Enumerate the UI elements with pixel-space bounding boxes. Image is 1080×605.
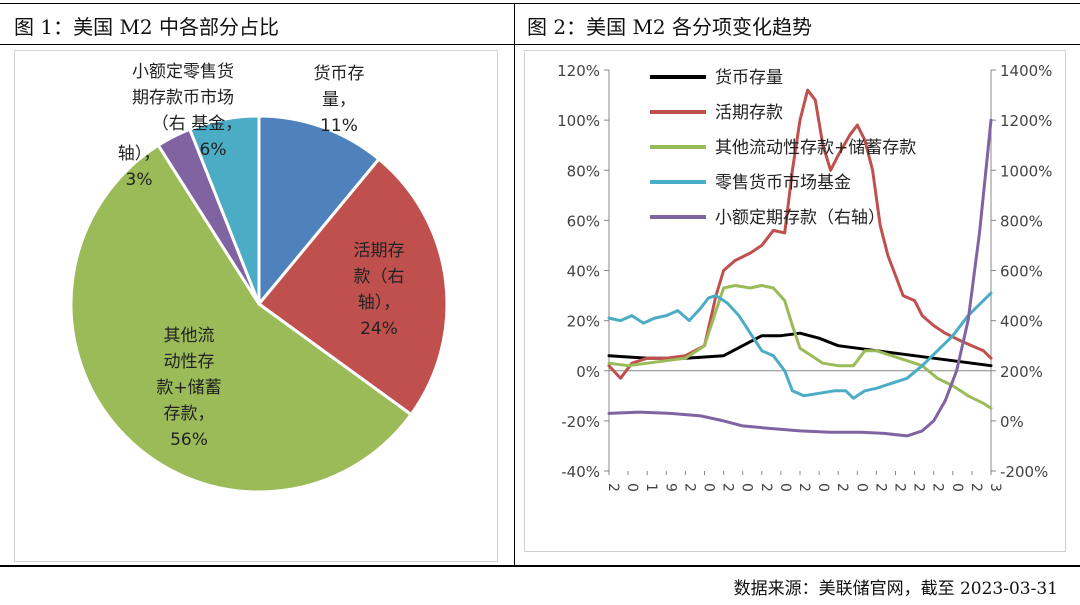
legend-label-0: 货币存量 bbox=[715, 68, 783, 88]
label-currency: 货币存 量， 11% bbox=[314, 64, 365, 136]
label-demand-line1: 活期存 bbox=[354, 241, 405, 261]
label-currency-line1: 货币存 bbox=[314, 64, 365, 84]
legend-label-2: 其他流动性存款+储蓄存款 bbox=[715, 138, 916, 158]
right-tick-label: 400% bbox=[1000, 313, 1043, 331]
left-tick-label: 0% bbox=[576, 363, 600, 381]
label-smalltime: 轴）， 3% bbox=[118, 144, 161, 190]
pie-chart-frame: 货币存 量， 11% 活期存 款（右 轴）， 24% 其他流 动性存 款+储蓄 … bbox=[14, 50, 498, 562]
pie-slice-0 bbox=[257, 114, 381, 309]
series-line-2 bbox=[607, 284, 993, 410]
series-line-4 bbox=[607, 118, 993, 438]
x-tick-label: 2 bbox=[930, 483, 946, 492]
label-demand-line3: 轴）， bbox=[358, 293, 401, 313]
x-tick-label: 0 bbox=[739, 483, 755, 492]
x-tick-label: 0 bbox=[777, 483, 793, 492]
label-currency-line2: 量， bbox=[322, 90, 356, 110]
series-line-1 bbox=[607, 88, 993, 380]
x-tick-label: 0 bbox=[853, 483, 869, 492]
x-tick-label: 0 bbox=[815, 483, 831, 492]
right-tick-label: 600% bbox=[1000, 263, 1043, 281]
series-line-0 bbox=[607, 331, 993, 368]
right-tick-label: 200% bbox=[1000, 363, 1043, 381]
x-tick-label: 2 bbox=[796, 483, 812, 492]
left-tick-label: 60% bbox=[567, 212, 600, 230]
x-tick-label: 1 bbox=[643, 483, 659, 492]
label-smalltime-line2: 3% bbox=[126, 170, 153, 190]
label-smalltime-line1: 轴）， bbox=[118, 144, 161, 164]
pie-chart: 货币存 量， 11% 活期存 款（右 轴）， 24% 其他流 动性存 款+储蓄 … bbox=[69, 62, 449, 494]
label-currency-line3: 11% bbox=[320, 116, 358, 136]
legend-label-3: 零售货币市场基金 bbox=[715, 173, 851, 193]
left-tick-label: -20% bbox=[561, 413, 600, 431]
x-tick-label: 0 bbox=[624, 483, 640, 492]
x-tick-label: 2 bbox=[720, 483, 736, 492]
label-savings: 其他流 动性存 款+储蓄 存款， 56% bbox=[156, 326, 221, 450]
series-lines bbox=[607, 88, 993, 438]
label-mmf-line4: 6% bbox=[200, 140, 227, 160]
x-tick-label: 2 bbox=[758, 483, 774, 492]
label-mmf-line3: （右 基金， bbox=[152, 114, 242, 134]
pie-slice-4 bbox=[187, 114, 261, 305]
source-note: 数据来源：美联储官网，截至 2023-03-31 bbox=[733, 579, 1058, 599]
line-chart-frame: -40% -20% 0% 20% 40% 60% 80% 100% 120% -200% 0% 200… bbox=[524, 50, 1066, 552]
label-savings-line2: 动性存 bbox=[164, 352, 215, 372]
top-border bbox=[0, 3, 1080, 4]
x-tick-label: 0 bbox=[949, 483, 965, 492]
label-savings-line3: 款+储蓄 bbox=[156, 378, 221, 398]
x-tick-label: 0 bbox=[701, 483, 717, 492]
label-mmf-line1: 小额定零售货 bbox=[132, 62, 234, 82]
right-tick-label: 1400% bbox=[1000, 62, 1052, 80]
pie-slices bbox=[69, 114, 449, 494]
right-tick-label: 1000% bbox=[1000, 162, 1052, 180]
x-tick-label: 2 bbox=[834, 483, 850, 492]
x-tick-label: 2 bbox=[968, 483, 984, 492]
left-tick-label: 100% bbox=[557, 112, 600, 130]
x-tick-label: 9 bbox=[662, 483, 678, 492]
right-tick-label: 0% bbox=[1000, 413, 1024, 431]
panel-divider bbox=[514, 3, 515, 566]
axes: -40%-20%0%20%40%60%80%100%120%-200%0%200… bbox=[557, 62, 1052, 492]
right-tick-label: 1200% bbox=[1000, 112, 1052, 130]
right-tick-label: -200% bbox=[1000, 463, 1048, 481]
label-mmf: 小额定零售货 期存款币市场 （右 基金， 6% bbox=[132, 62, 242, 160]
right-panel-title: 图 2：美国 M2 各分项变化趋势 bbox=[527, 15, 812, 39]
bottom-border bbox=[0, 565, 1080, 567]
pie-slice-2 bbox=[69, 143, 414, 494]
series-line-3 bbox=[607, 291, 993, 400]
left-tick-label: 80% bbox=[567, 162, 600, 180]
x-tick-label: 2 bbox=[605, 483, 621, 492]
legend-label-1: 活期存款 bbox=[715, 103, 783, 123]
x-tick-label: 2 bbox=[911, 483, 927, 492]
left-panel-title: 图 1：美国 M2 中各部分占比 bbox=[14, 15, 279, 39]
right-tick-label: 800% bbox=[1000, 212, 1043, 230]
line-chart: -40%-20%0%20%40%60%80%100%120%-200%0%200… bbox=[557, 62, 1052, 492]
label-savings-line5: 56% bbox=[170, 430, 208, 450]
left-tick-label: 20% bbox=[567, 313, 600, 331]
x-tick-label: 3 bbox=[987, 483, 1003, 492]
label-savings-line1: 其他流 bbox=[164, 326, 215, 346]
x-tick-label: 2 bbox=[892, 483, 908, 492]
label-demand-line4: 24% bbox=[360, 319, 398, 339]
pie-labels: 货币存 量， 11% 活期存 款（右 轴）， 24% 其他流 动性存 款+储蓄 … bbox=[118, 62, 405, 450]
label-savings-line4: 存款， bbox=[164, 404, 215, 424]
x-tick-label: 2 bbox=[872, 483, 888, 492]
left-tick-label: 40% bbox=[567, 263, 600, 281]
label-demand: 活期存 款（右 轴）， 24% bbox=[354, 241, 405, 339]
label-demand-line2: 款（右 bbox=[354, 267, 405, 287]
left-tick-label: -40% bbox=[561, 463, 600, 481]
header-divider bbox=[0, 44, 1080, 45]
left-tick-label: 120% bbox=[557, 62, 600, 80]
pie-slice-1 bbox=[256, 157, 449, 417]
label-mmf-line2: 期存款币市场 bbox=[132, 88, 234, 108]
x-tick-label: 2 bbox=[681, 483, 697, 492]
legend-label-4: 小额定期存款（右轴） bbox=[715, 208, 885, 228]
